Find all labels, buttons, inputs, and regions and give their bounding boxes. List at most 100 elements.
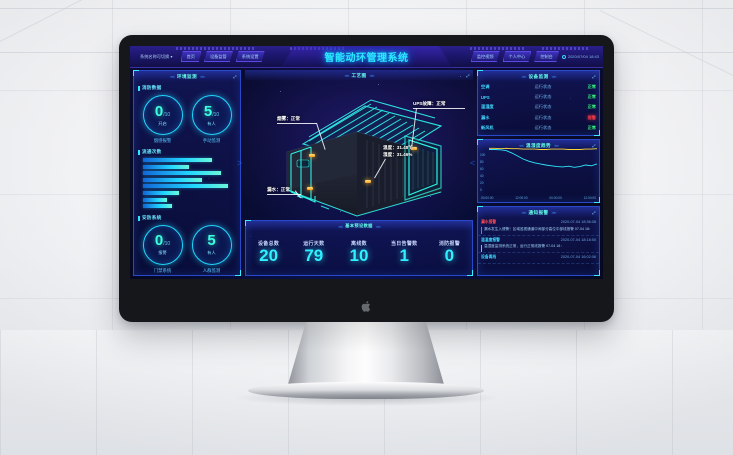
device-state: 运行状态 [534, 84, 552, 90]
stat-value: 20 [259, 246, 279, 266]
device-name: 漏水 [481, 114, 490, 120]
gauge-caption: 手动监测 [202, 138, 221, 143]
dashboard: 智能动环管理系统 系统名称可切换 ▾ 首页 设备监管 系统设置 监控视频 个人中… [130, 46, 603, 279]
device-name: 温湿度 [481, 104, 494, 110]
table-row[interactable]: 空调 运行状态 正常 [478, 82, 599, 92]
stat-label: 离线数 [351, 241, 367, 248]
expand-icon[interactable]: ⤢ [466, 73, 470, 78]
alarm-list-panel: <<< 通知报警 >>> ⤢ 漏水报警 2020-07-04 18:36:08 漏水… [477, 206, 600, 276]
table-row[interactable]: 温湿度 运行状态 正常 [478, 102, 599, 112]
status-badge: 正常 [587, 84, 596, 90]
summary-stats-panel: <<< 基本预设数据 >>> 设备总数 20 运行天数 79 离线数 10 当日告警数 1 消防… [245, 220, 473, 276]
nav-item-device-management[interactable]: 设备监管 [203, 51, 233, 63]
device-state: 运行状态 [534, 124, 552, 130]
header-decoration [470, 47, 524, 50]
alarm-list-item[interactable]: 温湿度报警 2020-07-04 18:18:50 温湿度监测系统正常，运行正常线报… [478, 236, 599, 254]
gauge-caption: 人群监测 [202, 267, 221, 273]
gauge-manual-monitor[interactable]: 5/10 有人 手动监测 [190, 95, 234, 144]
access-section: 安防系统 0/10 报警 门禁系统 [134, 213, 240, 274]
stat-item: 当日告警数 1 [382, 240, 427, 266]
page-title: 智能动环管理系统 [324, 53, 409, 64]
stat-label: 消防报警 [438, 241, 461, 248]
trend-y-tick: 80 [480, 160, 484, 164]
table-row[interactable]: 漏水 运行状态 报警 [478, 113, 599, 123]
trend-chart-plot [489, 147, 597, 168]
alarm-list-item[interactable]: 漏水报警 2020-07-04 18:36:08 漏水发生入侵警！区域巡视通道中间部… [478, 218, 599, 236]
alarm-list-item[interactable]: 设备离线 2020-07-04 16:02:06 [478, 253, 599, 265]
trend-y-tick: 100 [480, 153, 486, 157]
alarm-list-title: <<< 通知报警 >>> ⤢ [478, 207, 599, 218]
device-status-title: <<< 设备监测 >>> ⤢ [478, 71, 599, 82]
gauge-crowd-monitor[interactable]: 5 有人 人群监测 [190, 224, 234, 274]
annotation-smoke-underline [277, 123, 317, 124]
table-row[interactable]: 新风机 运行状态 正常 [478, 123, 599, 133]
expand-icon[interactable]: ⤢ [592, 74, 596, 79]
stat-value: 0 [444, 246, 455, 266]
gauge-value: 5 [207, 232, 216, 250]
nav-item-profile[interactable]: 个人中心 [502, 51, 532, 63]
trend-y-tick: 60 [480, 167, 484, 171]
nav-item-console[interactable]: 控制台 [534, 51, 559, 63]
alarm-text: 温湿度监测系统正常，运行正常线报警 07-04 18： [481, 244, 596, 253]
stat-value: 1 [399, 246, 409, 266]
gauge-sublabel: 开启 [158, 120, 167, 126]
monitor-chin [130, 290, 603, 322]
title-left-chevron: <<< [338, 223, 343, 229]
stat-item: 离线数 10 [336, 240, 381, 266]
fire-section-label: 消防数据 [138, 85, 236, 91]
annotation-temperature-value: 31.48℃ [396, 145, 413, 150]
nav-item-video-monitor[interactable]: 监控视频 [470, 51, 500, 63]
alarm-timestamp: 2020-07-04 18:18:50 [560, 237, 596, 242]
gauge-caption: 烟感报警 [153, 138, 172, 143]
header-decoration [176, 47, 254, 50]
gauge-access-control[interactable]: 0/10 报警 门禁系统 [141, 224, 185, 274]
trend-y-tick: 0 [480, 188, 482, 192]
environment-panel-title-text: 环境监测 [177, 73, 197, 79]
left-divider-decoration: > [237, 158, 243, 168]
apple-logo [361, 300, 371, 312]
flow-bar [143, 158, 213, 162]
device-status-panel: <<< 设备监测 >>> ⤢ 空调 运行状态 正常 UPS 运行状态 正常 温湿度 运行状态正… [477, 70, 600, 136]
title-right-chevron: >>> [553, 143, 559, 148]
gauge-ring: 5 有人 [191, 224, 232, 265]
trend-x-tick: 00:00:00 [549, 196, 562, 200]
stat-item: 设备总数 20 [246, 240, 291, 266]
monitor-stand [287, 322, 445, 388]
title-right-chevron: >>> [375, 223, 381, 229]
device-state: 运行状态 [534, 114, 552, 120]
summary-stats-title-text: 基本预设数据 [345, 223, 373, 228]
nav-item-home[interactable]: 首页 [180, 51, 201, 63]
header-decoration [542, 47, 590, 50]
title-left-chevron: <<< [169, 74, 175, 79]
gauge-ring: 0/10 开启 [142, 95, 183, 135]
gauge-smoke-alarm[interactable]: 0/10 开启 烟感报警 [141, 95, 185, 144]
table-row[interactable]: UPS 运行状态 正常 [478, 92, 599, 102]
device-name: 空调 [481, 84, 490, 90]
alarm-level: 温湿度报警 [481, 237, 500, 242]
trend-chart-title: <<< 温湿度趋势 >>> ⤢ [478, 140, 599, 151]
stat-label: 当日告警数 [390, 241, 418, 248]
device-state: 运行状态 [534, 94, 552, 100]
alarm-timestamp: 2020-07-04 18:36:08 [560, 220, 596, 224]
gauge-value: 5 [203, 102, 213, 120]
annotation-environment: 温度：31.48℃ 湿度：31.46% [383, 145, 413, 159]
gauge-sublabel: 有人 [207, 120, 216, 126]
nav-right: 监控视频 个人中心 控制台 2020/07/04 18:43 [470, 51, 599, 63]
title-left-chevron: <<< [518, 143, 524, 148]
stat-label: 设备总数 [258, 241, 280, 248]
monitor-screen: 智能动环管理系统 系统名称可切换 ▾ 首页 设备监管 系统设置 监控视频 个人中… [130, 46, 603, 279]
alarm-header: 温湿度报警 2020-07-04 18:18:50 [481, 238, 596, 243]
nav-left: 系统名称可切换 ▾ 首页 设备监管 系统设置 [135, 51, 265, 63]
datacenter-3d-model [286, 99, 443, 217]
monitor-stand-shading [287, 322, 445, 388]
system-selector[interactable]: 系统名称可切换 ▾ [140, 53, 173, 59]
environment-panel: <<< 环境监测 >>> ⤢ 消防数据 0/10 [133, 70, 241, 276]
flow-bar [143, 184, 228, 189]
annotation-leak: 漏水：正常 [267, 187, 290, 193]
expand-icon[interactable]: ⤢ [233, 74, 237, 79]
nav-item-system-settings[interactable]: 系统设置 [235, 51, 265, 63]
alarm-list[interactable]: 漏水报警 2020-07-04 18:36:08 漏水发生入侵警！区域巡视通道中间部… [478, 218, 599, 265]
expand-icon[interactable]: ⤢ [592, 143, 596, 148]
expand-icon[interactable]: ⤢ [592, 210, 596, 215]
annotation-ups-status: 正常 [436, 101, 446, 106]
